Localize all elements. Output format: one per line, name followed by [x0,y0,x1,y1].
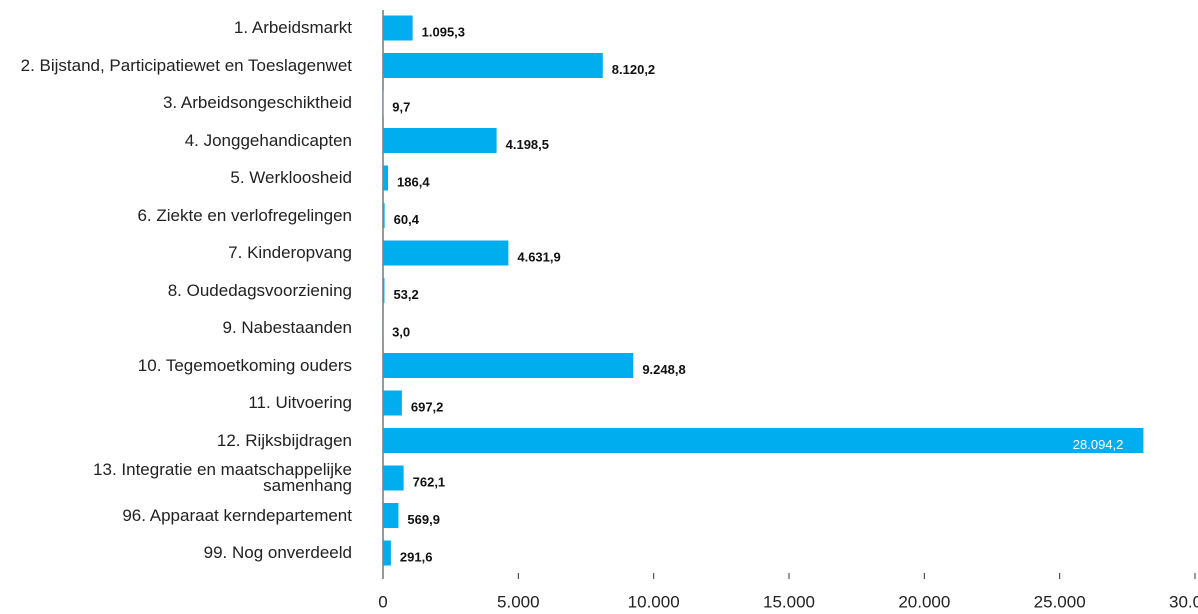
bar [383,165,389,191]
category-label: 5. Werkloosheid [230,168,352,187]
category-label: 13. Integratie en maatschappelijke samen… [93,460,352,495]
value-label: 9,7 [392,99,410,114]
category-label: 2. Bijstand, Participatiewet en Toeslage… [20,55,352,75]
value-label: 569,9 [407,512,440,527]
category-label: 96. Apparaat kerndepartement [122,505,352,525]
category-label: 4. Jonggehandicapten [184,130,352,150]
value-label: 4.631,9 [517,249,560,264]
value-label: 697,2 [411,399,444,414]
category-label: 7. Kinderopvang [228,243,352,262]
x-tick-label: 30.000 [1169,592,1198,611]
bar [383,390,402,416]
value-label: 291,6 [400,549,433,564]
value-label: 4.198,5 [506,137,549,152]
category-label: 12. Rijksbijdragen [216,430,352,450]
bar [383,503,399,528]
x-tick-label: 25.000 [1034,592,1086,611]
bar [383,15,413,41]
x-tick-label: 0 [378,592,387,611]
value-label: 53,2 [393,287,418,302]
x-tick-label: 5.000 [497,592,540,611]
category-label: 8. Oudedagsvoorziening [167,280,352,300]
bar [383,428,1144,453]
bar [383,465,404,491]
category-label: 10. Tegemoetkoming ouders [137,355,352,375]
x-tick-label: 20.000 [898,592,950,611]
value-label: 186,4 [397,174,430,189]
value-label: 3,0 [392,324,410,339]
category-label: 99. Nog onverdeeld [203,543,352,562]
category-label: 6. Ziekte en verlofregelingen [137,205,352,225]
x-tick-label: 15.000 [763,592,815,611]
value-label: 8.120,2 [612,62,655,77]
category-label: 11. Uitvoering [248,393,352,412]
value-label: 1.095,3 [422,24,465,39]
value-label: 9.248,8 [642,362,685,377]
bar [383,353,634,378]
value-label: 60,4 [394,212,420,227]
bar [383,53,603,78]
value-label: 28.094,2 [1073,437,1124,452]
bar [383,278,385,303]
x-tick-label: 10.000 [628,592,680,611]
bar [383,540,391,566]
bar [383,240,509,266]
category-label: 3. Arbeidsongeschiktheid [162,93,352,112]
bar [383,203,385,228]
category-label: 1. Arbeidsmarkt [233,18,352,37]
value-label: 762,1 [413,474,446,489]
category-label: 9. Nabestaanden [222,318,353,337]
bar [383,128,497,153]
